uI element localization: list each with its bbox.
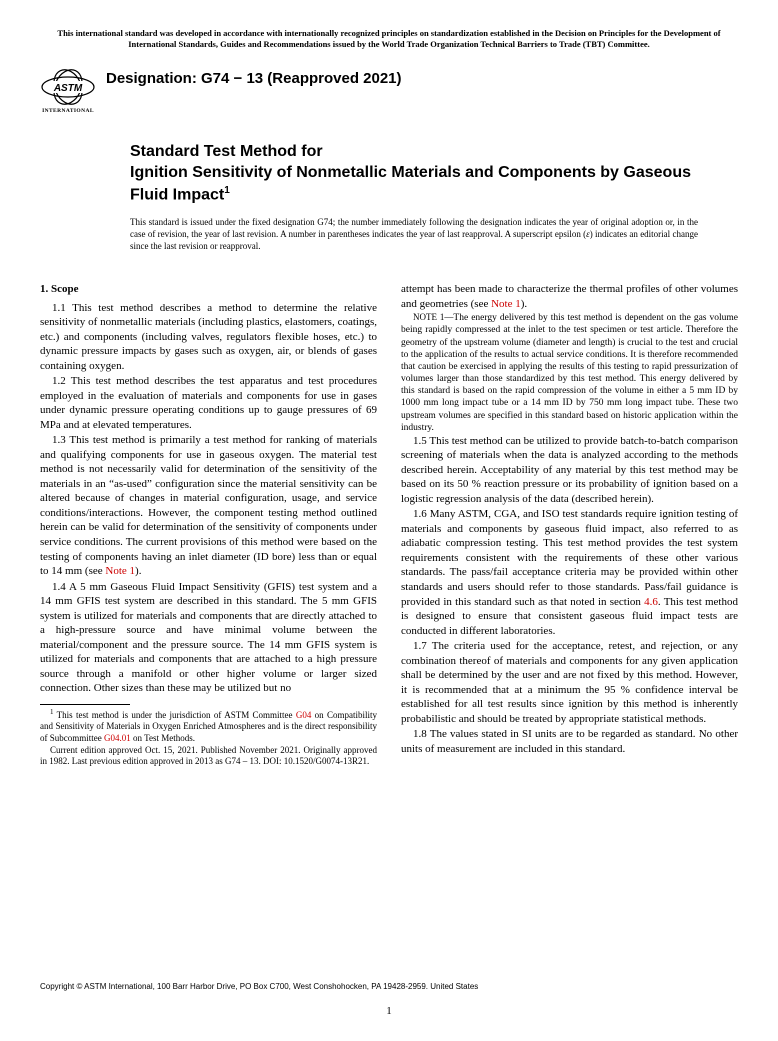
title-main: Ignition Sensitivity of Nonmetallic Mate…: [130, 164, 691, 203]
page-number: 1: [0, 1005, 778, 1017]
note-1-label: NOTE 1—: [413, 312, 453, 322]
astm-logo: ASTM INTERNATIONAL: [40, 64, 96, 112]
footnote-rule: [40, 704, 130, 705]
title-lead: Standard Test Method for: [130, 143, 323, 160]
subcommittee-g0401-link[interactable]: G04.01: [104, 733, 131, 743]
scope-heading: 1. Scope: [40, 282, 377, 297]
para-1-4-cont: attempt has been made to characterize th…: [401, 282, 738, 311]
designation-text: Designation: G74 − 13 (Reapproved 2021): [106, 64, 402, 87]
section-4-6-ref[interactable]: 4.6: [644, 596, 658, 608]
para-1-6: 1.6 Many ASTM, CGA, and ISO test standar…: [401, 507, 738, 638]
designation-row: ASTM INTERNATIONAL Designation: G74 − 13…: [40, 64, 738, 112]
para-1-8: 1.8 The values stated in SI units are to…: [401, 727, 738, 756]
para-1-1: 1.1 This test method describes a method …: [40, 301, 377, 374]
note-1: NOTE 1—The energy delivered by this test…: [401, 312, 738, 434]
standard-title: Standard Test Method for Ignition Sensit…: [130, 142, 698, 206]
para-1-2: 1.2 This test method describes the test …: [40, 374, 377, 432]
para-1-5: 1.5 This test method can be utilized to …: [401, 434, 738, 507]
para-1-3: 1.3 This test method is primarily a test…: [40, 433, 377, 578]
copyright-line: Copyright © ASTM International, 100 Barr…: [40, 982, 478, 991]
note1-ref[interactable]: Note 1: [105, 565, 135, 577]
footnote-2: Current edition approved Oct. 15, 2021. …: [40, 745, 377, 768]
body-columns: 1. Scope 1.1 This test method describes …: [40, 282, 738, 768]
logo-subtext: INTERNATIONAL: [40, 108, 96, 114]
title-super: 1: [224, 185, 230, 196]
footnote-1: 1 This test method is under the jurisdic…: [40, 708, 377, 745]
para-1-4: 1.4 A 5 mm Gaseous Fluid Impact Sensitiv…: [40, 580, 377, 696]
svg-text:ASTM: ASTM: [53, 83, 83, 94]
title-block: Standard Test Method for Ignition Sensit…: [130, 142, 698, 252]
para-1-7: 1.7 The criteria used for the acceptance…: [401, 639, 738, 726]
header-notice: This international standard was develope…: [40, 28, 738, 50]
issue-note: This standard is issued under the fixed …: [130, 216, 698, 252]
committee-g04-link[interactable]: G04: [296, 710, 312, 720]
note1-ref-b[interactable]: Note 1: [491, 298, 521, 310]
